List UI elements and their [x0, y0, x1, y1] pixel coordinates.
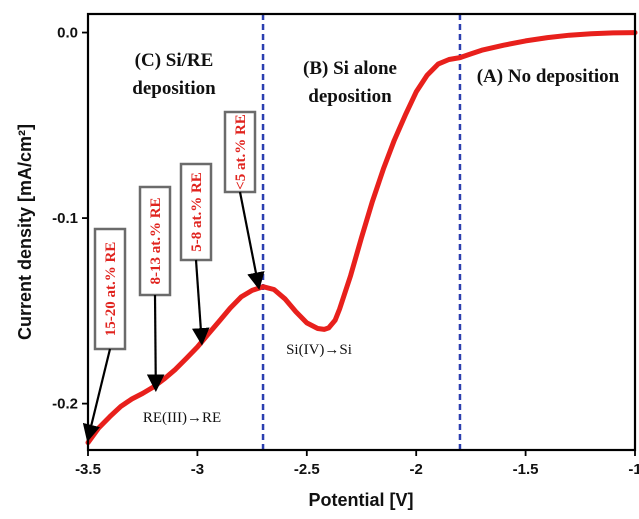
reaction-si-label: Si(IV)→Si — [286, 342, 352, 358]
reaction-re-label: RE(III)→RE — [143, 410, 221, 426]
y-tick-label: -0.2 — [52, 396, 78, 413]
region-b-label-line1: (B) Si alone — [303, 58, 397, 79]
x-tick-label: -1.5 — [513, 461, 539, 478]
composition-annotation-3: 5-8 at.% RE — [179, 162, 213, 346]
composition-label: 8-13 at.% RE — [148, 197, 164, 284]
composition-label: 5-8 at.% RE — [189, 172, 205, 252]
x-tick-label: -2.5 — [294, 461, 320, 478]
composition-annotation-2: 8-13 at.% RE — [138, 185, 172, 393]
composition-label: <5 at.% RE — [233, 114, 249, 190]
composition-arrow — [146, 294, 165, 393]
y-axis-ticks: 0.0 -0.1 -0.2 — [52, 25, 88, 413]
composition-arrow — [82, 348, 112, 443]
composition-annotations: 15-20 at.% RE 8-13 at.% RE 5-8 at.% RE <5 a… — [82, 110, 265, 443]
y-tick-label: 0.0 — [57, 25, 78, 42]
region-c-label-line2: deposition — [132, 78, 216, 99]
series-line-1 — [85, 30, 638, 446]
x-tick-label: -1 — [628, 461, 639, 478]
region-a-label: (A) No deposition — [477, 66, 620, 87]
plot-frame — [86, 12, 637, 452]
composition-box — [179, 162, 213, 262]
x-axis-title: Potential [V] — [308, 490, 413, 510]
composition-box — [93, 227, 127, 351]
x-tick-label: -2 — [410, 461, 423, 478]
series-layer — [85, 30, 638, 446]
x-tick-label: -3.5 — [75, 461, 101, 478]
composition-arrow — [238, 191, 265, 290]
composition-annotation-4: <5 at.% RE — [223, 110, 265, 290]
x-axis-ticks: -3.5 -3 -2.5 -2 -1.5 -1 — [75, 450, 639, 478]
x-tick-label: -3 — [191, 461, 204, 478]
y-axis-title: Current density [mA/cm²] — [15, 124, 35, 340]
region-b-label-line2: deposition — [308, 86, 392, 107]
region-dividers — [261, 14, 462, 450]
y-tick-label: -0.1 — [52, 210, 78, 227]
composition-annotation-1: 15-20 at.% RE — [82, 227, 127, 443]
composition-arrow — [191, 259, 210, 346]
composition-box — [138, 185, 172, 297]
composition-label: 15-20 at.% RE — [103, 242, 119, 337]
region-c-label-line1: (C) Si/RE — [135, 50, 214, 71]
